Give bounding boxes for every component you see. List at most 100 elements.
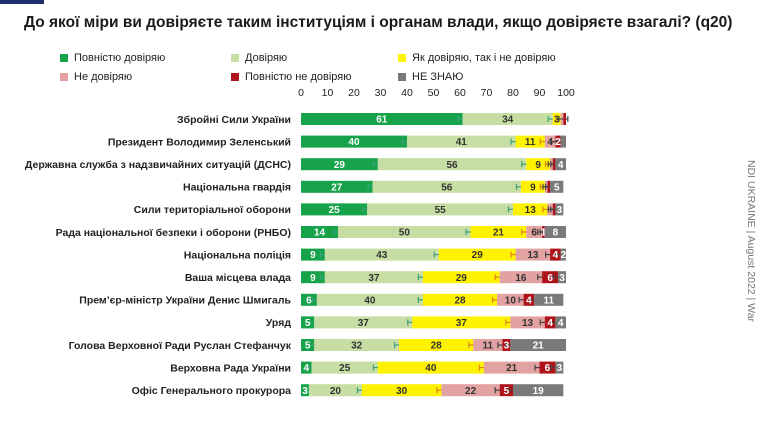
legend-item: Як довіряю, так і не довіряю: [398, 52, 556, 64]
bar-segment: [499, 271, 543, 284]
data-label: 50: [399, 228, 411, 239]
bar-segment: [515, 135, 545, 148]
legend-swatch: [231, 73, 239, 81]
data-label: 2: [561, 250, 567, 261]
legend-swatch: [231, 54, 239, 62]
legend-label: Повністю не довіряю: [245, 71, 352, 83]
data-label: 56: [446, 160, 458, 171]
bar-segment: [372, 180, 521, 193]
bar-segment: [422, 293, 498, 306]
side-note: NDI UKRAINE | August 2022 | War: [745, 160, 757, 323]
chart-title: До якої міри ви довіряєте таким інституц…: [24, 14, 733, 31]
data-label: 37: [358, 318, 370, 329]
bar-segment: [438, 248, 516, 261]
data-label: 3: [557, 363, 563, 374]
bar-segment: [470, 226, 527, 238]
data-label: 6: [531, 228, 537, 239]
bar-segment: [550, 248, 561, 261]
data-label: 13: [525, 205, 537, 216]
data-label: 28: [431, 341, 443, 352]
data-label: 29: [472, 250, 484, 261]
data-label: 1: [541, 228, 547, 239]
data-label: 3: [557, 205, 563, 216]
data-label: 5: [305, 341, 311, 352]
data-label: 27: [331, 182, 343, 193]
data-label: 10: [505, 295, 517, 306]
bar-segment: [314, 316, 413, 329]
legend-swatch: [60, 73, 68, 81]
bar-segment: [555, 203, 564, 216]
bar-segment: [513, 384, 564, 397]
data-label: 61: [376, 115, 388, 126]
data-label: 11: [525, 137, 536, 148]
data-label: 6: [547, 273, 553, 284]
bar-segment: [301, 203, 368, 216]
bar-segment: [515, 248, 551, 261]
x-tick-label: 40: [401, 87, 413, 99]
category-label: Голова Верховної Ради Руслан Стефанчук: [69, 340, 292, 352]
bar-segment: [367, 203, 513, 216]
data-label: 22: [465, 386, 477, 397]
x-tick-label: 90: [534, 87, 546, 99]
bar-segment: [499, 384, 513, 397]
data-label: 40: [348, 137, 360, 148]
data-label: 11: [543, 295, 554, 306]
bar-segment: [555, 316, 566, 329]
bar-segment: [301, 361, 312, 374]
bar-segment: [534, 293, 564, 306]
data-label: 4: [547, 318, 553, 329]
data-label: 29: [334, 160, 346, 171]
bar-segment: [308, 384, 362, 397]
bar-segment: [301, 158, 378, 171]
bar-segment: [311, 361, 378, 374]
data-label: 2: [555, 137, 561, 148]
category-label: Уряд: [266, 317, 292, 329]
category-label: Державна служба з надзвичайних ситуацій …: [25, 159, 291, 171]
data-label: 25: [339, 363, 351, 374]
data-label: 55: [435, 205, 447, 216]
legend-swatch: [398, 54, 406, 62]
bar-segment: [483, 361, 540, 374]
bar-segment: [301, 226, 339, 238]
bar-segment: [407, 135, 516, 148]
data-label: 9: [530, 182, 536, 193]
data-label: 8: [553, 228, 559, 239]
data-label: 3: [554, 115, 560, 126]
bar-segment: [324, 248, 439, 261]
data-label: 13: [527, 250, 539, 261]
data-label: 9: [535, 160, 541, 171]
data-label: 34: [502, 115, 514, 126]
legend-label: Не довіряю: [74, 71, 133, 83]
bar-segment: [555, 361, 564, 374]
bar-segment: [510, 316, 545, 329]
data-label: 9: [310, 273, 316, 284]
bar-segment: [555, 158, 566, 171]
bar-segment: [422, 271, 500, 284]
bar-segment: [316, 293, 423, 306]
data-label: 40: [425, 363, 437, 374]
x-tick-label: 10: [322, 87, 334, 99]
data-label: 56: [441, 182, 453, 193]
data-label: 11: [483, 341, 494, 352]
category-label: Прем’єр-міністр України Денис Шмигаль: [79, 295, 291, 307]
data-label: 3: [504, 341, 510, 352]
bar-segment: [301, 316, 315, 329]
legend-swatch: [60, 54, 68, 62]
bar-segment: [301, 180, 373, 193]
data-label: 30: [396, 386, 408, 397]
data-label: 43: [376, 250, 388, 261]
bar-segment: [324, 271, 423, 284]
x-tick-label: 80: [507, 87, 519, 99]
bar-segment: [301, 113, 463, 125]
bar-segment: [441, 384, 500, 397]
legend-item: Довіряю: [231, 52, 287, 64]
data-label: 21: [533, 341, 545, 352]
data-label: 4: [526, 295, 532, 306]
data-label: 4: [553, 250, 559, 261]
bar-segment: [544, 316, 556, 329]
data-label: 4: [558, 160, 564, 171]
x-tick-label: 50: [428, 87, 440, 99]
category-label: Сили територіальної оборони: [134, 204, 291, 216]
x-tick-label: 70: [481, 87, 493, 99]
